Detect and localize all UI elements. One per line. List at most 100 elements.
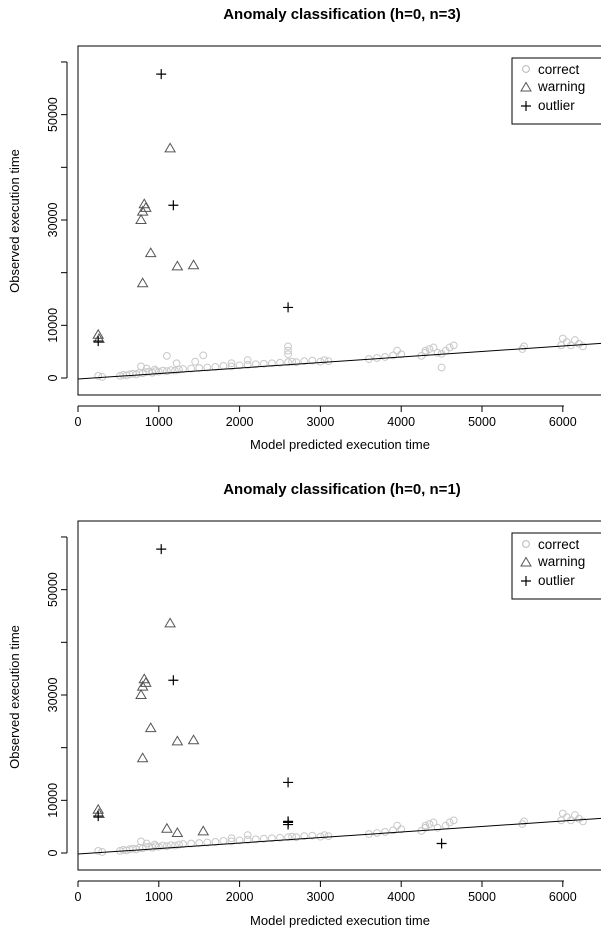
y-axis: 0 10000 30000 50000: [46, 536, 68, 856]
point-outlier: [93, 336, 104, 347]
point-correct: [167, 366, 175, 374]
point-correct: [175, 840, 183, 849]
point-warning: [144, 247, 157, 258]
point-correct: [243, 831, 252, 839]
point-correct: [268, 359, 276, 368]
y-tick-label: 30000: [46, 678, 60, 713]
legend-triangle-icon: [520, 81, 532, 92]
point-correct: [243, 360, 252, 369]
point-warning: [171, 826, 184, 837]
point-outlier: [283, 777, 294, 788]
chart-panel-2: Anomaly classification (h=0, n=1) Model …: [7, 481, 601, 928]
plot-area: [78, 69, 601, 381]
point-correct: [151, 367, 160, 376]
legend-label-outlier: outlier: [538, 573, 575, 588]
chart-title: Anomaly classification (h=0, n=3): [223, 6, 461, 23]
point-correct: [251, 360, 260, 369]
point-correct: [320, 356, 329, 364]
y-axis: 0 10000 30000 50000: [46, 61, 68, 381]
point-correct: [579, 342, 587, 351]
x-tick-label: 0: [75, 415, 82, 429]
legend-label-outlier: outlier: [538, 98, 575, 113]
x-tick-label: 6000: [549, 415, 577, 429]
legend: correct warning outlier: [511, 57, 601, 125]
point-warning: [136, 277, 149, 288]
point-correct: [421, 346, 430, 355]
legend-triangle-icon: [520, 556, 532, 567]
point-correct: [162, 351, 171, 360]
point-correct: [284, 346, 292, 355]
point-correct: [137, 837, 145, 846]
y-axis-label: Observed execution time: [7, 149, 22, 293]
point-correct: [421, 821, 430, 830]
point-correct: [433, 348, 442, 357]
series-outlier: [93, 69, 294, 347]
point-correct: [211, 838, 220, 846]
x-axis-label: Model predicted execution time: [250, 913, 430, 928]
point-correct: [389, 826, 398, 835]
point-outlier: [436, 838, 447, 849]
point-correct: [243, 356, 252, 364]
point-correct: [179, 840, 187, 848]
point-correct: [445, 818, 454, 827]
point-correct: [179, 365, 187, 373]
point-correct: [154, 842, 163, 851]
x-tick-label: 2000: [226, 890, 254, 904]
point-correct: [276, 358, 284, 367]
point-correct: [284, 350, 292, 359]
point-correct: [162, 842, 171, 851]
x-tick-label: 5000: [468, 890, 496, 904]
plot-area: [78, 544, 601, 856]
x-tick-label: 4000: [387, 415, 415, 429]
legend-circle-icon: [522, 65, 530, 73]
x-axis: 0 1000 2000 3000 4000 5000 6000: [75, 405, 577, 429]
x-tick-label: 1000: [145, 415, 173, 429]
point-correct: [433, 823, 442, 832]
x-tick-label: 2000: [226, 415, 254, 429]
point-correct: [203, 363, 212, 372]
point-correct: [520, 817, 528, 826]
point-correct: [137, 362, 145, 371]
point-correct: [150, 365, 159, 374]
point-outlier: [156, 544, 167, 555]
point-correct: [300, 832, 309, 841]
x-tick-label: 1000: [145, 890, 173, 904]
point-correct: [316, 357, 325, 366]
point-correct: [292, 833, 301, 842]
point-correct: [94, 846, 103, 855]
x-tick-label: 3000: [306, 890, 334, 904]
point-correct: [251, 835, 260, 844]
point-correct: [203, 838, 212, 847]
point-correct: [154, 367, 163, 376]
point-correct: [381, 828, 389, 836]
point-correct: [284, 833, 292, 842]
chart-panel-1: Anomaly classification (h=0, n=3) Model …: [7, 6, 601, 452]
series-outlier: [93, 544, 447, 849]
series-correct: [94, 809, 587, 856]
point-correct: [292, 358, 301, 367]
point-warning: [197, 825, 210, 836]
legend: correct warning outlier: [511, 532, 601, 600]
x-tick-label: 5000: [468, 415, 496, 429]
legend-label-correct: correct: [538, 537, 580, 552]
point-correct: [381, 353, 389, 361]
point-warning: [135, 214, 147, 224]
y-tick-label: 0: [46, 849, 60, 856]
point-correct: [268, 834, 276, 843]
point-correct: [195, 364, 204, 372]
point-correct: [158, 366, 167, 375]
point-correct: [288, 357, 297, 366]
x-axis: 0 1000 2000 3000 4000 5000 6000: [75, 880, 577, 904]
point-correct: [187, 364, 196, 373]
point-correct: [389, 351, 398, 360]
point-correct: [284, 358, 292, 367]
point-outlier: [283, 817, 294, 828]
legend-plus-icon: [521, 576, 531, 586]
point-correct: [308, 356, 317, 365]
legend-plus-icon: [521, 101, 531, 111]
plot-frame: [77, 520, 601, 871]
x-tick-label: 0: [75, 890, 82, 904]
point-warning: [171, 260, 184, 271]
point-correct: [199, 351, 208, 360]
